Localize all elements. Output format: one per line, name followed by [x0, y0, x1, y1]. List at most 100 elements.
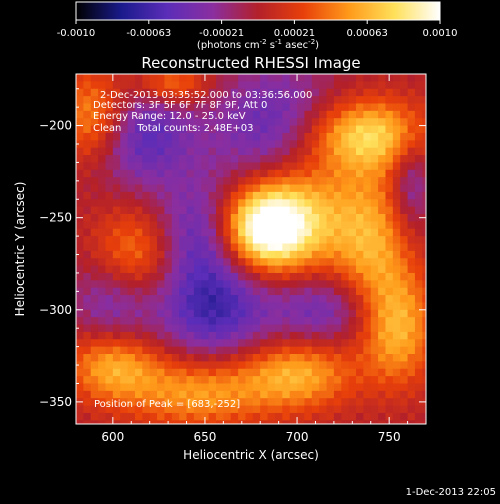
- heatmap-cell: [112, 169, 121, 178]
- heatmap-cell: [260, 103, 269, 112]
- heatmap-cell: [208, 331, 217, 340]
- colorbar-tick-label: -0.0010: [57, 28, 96, 39]
- heatmap-cell: [157, 191, 166, 200]
- heatmap-cell: [83, 206, 92, 215]
- heatmap-cell: [274, 162, 283, 171]
- heatmap-cell: [333, 346, 342, 355]
- heatmap-cell: [267, 125, 276, 134]
- heatmap-cell: [120, 214, 129, 222]
- heatmap-cell: [333, 287, 342, 296]
- x-axis-ticks: 600 650 700 750: [101, 74, 409, 444]
- heatmap-cell: [149, 390, 158, 399]
- heatmap-cell: [414, 125, 423, 134]
- heatmap-cell: [105, 184, 114, 193]
- heatmap-cell: [157, 243, 166, 252]
- heatmap-cell: [341, 125, 350, 134]
- heatmap-cell: [274, 243, 283, 252]
- heatmap-cell: [105, 390, 114, 399]
- heatmap-cell: [267, 287, 276, 296]
- heatmap-cell: [149, 199, 158, 208]
- heatmap-cell: [326, 405, 335, 414]
- heatmap-cell: [223, 177, 232, 186]
- heatmap-cell: [319, 331, 328, 340]
- heatmap-cell: [134, 228, 143, 237]
- heatmap-cell: [304, 236, 313, 245]
- heatmap-cell: [297, 191, 306, 200]
- heatmap-cell: [274, 236, 283, 245]
- heatmap-cell: [179, 140, 188, 149]
- heatmap-cell: [304, 140, 313, 149]
- heatmap-cell: [186, 331, 195, 340]
- heatmap-cell: [400, 125, 409, 134]
- heatmap-cell: [120, 110, 129, 119]
- heatmap-cell: [378, 191, 387, 200]
- heatmap-cell: [230, 103, 239, 112]
- heatmap-cell: [120, 140, 129, 149]
- heatmap-cell: [289, 140, 298, 149]
- heatmap-cell: [216, 221, 224, 230]
- heatmap-cell: [274, 280, 283, 289]
- heatmap-cell: [186, 243, 195, 252]
- heatmap-cell: [260, 74, 269, 82]
- heatmap-cell: [267, 96, 276, 105]
- heatmap-cell: [400, 258, 409, 267]
- heatmap-cell: [105, 405, 114, 414]
- heatmap-cell: [400, 236, 409, 245]
- annotation-total-counts: Clean Total counts: 2.48E+03: [93, 123, 253, 134]
- y-tick-label: −200: [39, 119, 72, 133]
- heatmap-cell: [356, 368, 364, 377]
- heatmap-cell: [83, 405, 92, 414]
- heatmap-cell: [385, 376, 394, 385]
- heatmap-cell: [400, 383, 409, 392]
- heatmap-cell: [83, 169, 92, 178]
- heatmap-cell: [311, 206, 320, 215]
- heatmap-cell: [378, 302, 387, 311]
- heatmap-cell: [267, 74, 276, 82]
- heatmap-cell: [83, 177, 92, 186]
- heatmap-cell: [90, 361, 99, 370]
- heatmap-cell: [289, 339, 298, 348]
- heatmap-cell: [98, 390, 107, 399]
- heatmap-cell: [289, 420, 298, 424]
- heatmap-cell: [230, 383, 239, 392]
- heatmap-cell: [274, 81, 283, 90]
- heatmap-cell: [216, 331, 224, 340]
- heatmap-cell: [348, 368, 357, 377]
- heatmap-cell: [252, 412, 261, 421]
- heatmap-cell: [171, 376, 180, 385]
- heatmap-cell: [134, 103, 143, 112]
- heatmap-cell: [230, 302, 239, 311]
- heatmap-cell: [223, 81, 232, 90]
- colorbar-tick-label: -0.00021: [199, 28, 244, 39]
- heatmap-cell: [260, 354, 269, 362]
- heatmap-cell: [223, 317, 232, 326]
- heatmap-cell: [90, 118, 99, 127]
- heatmap-cell: [112, 265, 121, 274]
- heatmap-cell: [120, 88, 129, 97]
- heatmap-cell: [90, 412, 99, 421]
- heatmap-cell: [400, 147, 409, 156]
- heatmap-cell: [90, 88, 99, 97]
- heatmap-cell: [267, 295, 276, 304]
- heatmap-cell: [282, 265, 291, 274]
- heatmap-cell: [363, 147, 372, 156]
- heatmap-cell: [90, 177, 99, 186]
- heatmap-cell: [120, 250, 129, 259]
- heatmap-cell: [304, 132, 313, 141]
- heatmap-cell: [333, 118, 342, 127]
- heatmap-cell: [98, 81, 107, 90]
- heatmap-cell: [267, 132, 276, 141]
- heatmap-cell: [208, 265, 217, 274]
- heatmap-cell: [297, 103, 306, 112]
- heatmap-cell: [422, 412, 426, 421]
- heatmap-cell: [164, 140, 173, 149]
- heatmap-cell: [252, 81, 261, 90]
- heatmap-cell: [245, 132, 254, 141]
- heatmap-cell: [400, 221, 409, 230]
- heatmap-cell: [326, 280, 335, 289]
- heatmap-cell: [311, 243, 320, 252]
- heatmap-cell: [245, 412, 254, 421]
- heatmap-cell: [297, 376, 306, 385]
- heatmap-cell: [127, 162, 136, 171]
- heatmap-cell: [179, 361, 188, 370]
